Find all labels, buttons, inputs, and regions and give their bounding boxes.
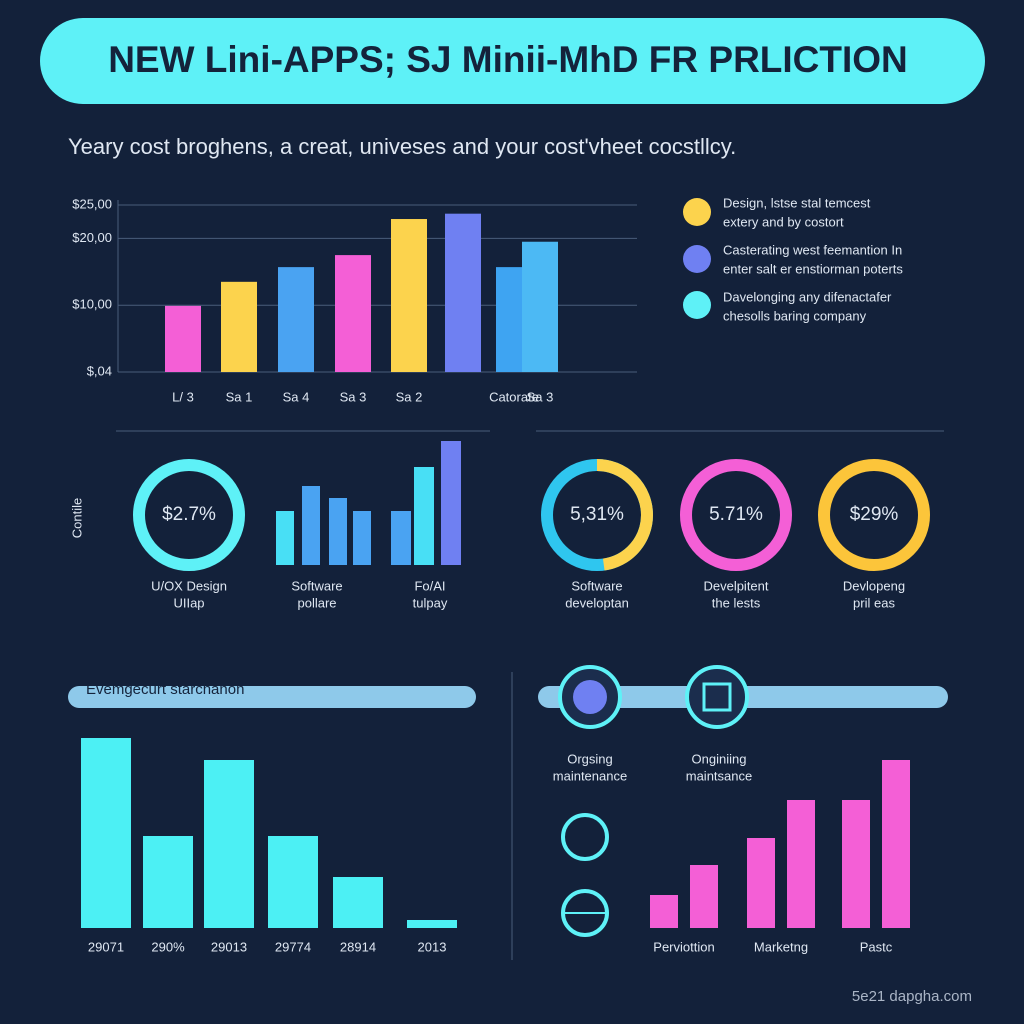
donut-arc [541,459,653,571]
x-tick-label: 29013 [211,939,247,954]
donuts: $2.7% 5,31% 5.71% $29% U/OX Design UIIap… [133,459,930,610]
bar [650,895,678,928]
legend-text: Davelonging any difenactafer [723,289,892,304]
bar [391,219,427,372]
bar [268,836,318,928]
bar [522,241,558,372]
icons [558,665,749,937]
donut-caption: U/OX Design [151,578,227,593]
donut-text: $2.7% [162,504,216,525]
x-tick-label: Catorate [489,389,539,404]
icon [561,813,609,861]
bar [333,877,383,928]
bar [302,486,320,565]
donut-caption: Develpitent [703,578,768,593]
y-tick-label: $20,00 [72,230,112,245]
bar [690,865,718,928]
subtitle: Yeary cost broghens, a creat, univeses a… [68,134,736,159]
icon [685,665,749,729]
bar [81,738,131,928]
x-tick-label: 2013 [418,939,447,954]
donut [680,459,792,571]
bar [445,213,481,372]
y-tick-label: $10,00 [72,297,112,312]
item-text: maintsance [686,768,752,783]
y-tick-label: $,04 [87,363,112,378]
bar [353,511,371,565]
caption: Fo/AI [414,578,445,593]
caption: Software [291,578,342,593]
x-tick-label: 29774 [275,939,311,954]
x-tick-label: Sa 1 [226,389,253,404]
x-tick-label: L/ 3 [172,389,194,404]
title: NEW Lini-APPS; SJ Minii-MhD FR PRLICTION [108,39,908,80]
item-text: Onginiing [692,751,747,766]
x-tick-label: Sa 3 [340,389,367,404]
legend-text: enter salt er enstiorman poterts [723,261,903,276]
caption: tulpay [413,595,448,610]
legend-icon [683,198,711,226]
title-banner [40,18,985,104]
bar [278,267,314,372]
donut-caption: developtan [565,595,629,610]
watermark: 5e21 dapgha.com [852,988,972,1005]
item-text: maintenance [553,768,627,783]
icon [573,680,607,714]
legend-text: chesolls baring company [723,308,867,323]
bar [204,760,254,928]
donut-text: 5,31% [570,504,624,525]
bar [391,511,411,565]
donut-text: 5.71% [709,504,763,525]
donut [133,459,245,571]
panel-bar [68,686,476,708]
donut-text: $29% [850,504,899,525]
bar [747,838,775,928]
donut-caption: the lests [712,595,761,610]
bar [329,498,347,565]
x-tick-label: Sa 2 [396,389,423,404]
legend: Design, lstse stal temcest extery and by… [683,195,903,323]
caption: pollare [297,595,336,610]
x-tick-label: 28914 [340,939,376,954]
bar [407,920,457,928]
x-tick-label: Pastc [860,939,893,954]
x-tick-label: Marketng [754,939,808,954]
bar [882,760,910,928]
side-label: Contile [69,498,84,538]
legend-text: Design, lstse stal temcest [723,195,871,210]
x-tick-label: Perviottion [653,939,714,954]
y-tick-label: $25,00 [72,196,112,211]
legend-icon [683,245,711,273]
x-tick-label: Sa 4 [283,389,310,404]
bar [165,305,201,372]
legend-icon [683,291,711,319]
panel-title: Evemgecurt starchanon [86,681,244,698]
bar [414,467,434,565]
donut [818,459,930,571]
x-tick-label: 29071 [88,939,124,954]
donut-caption: UIIap [173,595,204,610]
bar [842,800,870,928]
donut-caption: Devlopeng [843,578,905,593]
legend-text: Casterating west feemantion In [723,242,902,257]
legend-text: extery and by costort [723,214,844,229]
donut-caption: pril eas [853,595,895,610]
x-tick-label: 290% [151,939,185,954]
donut-caption: Software [571,578,622,593]
bar [276,511,294,565]
bar [143,836,193,928]
icon [702,682,732,712]
x-tick-label: Sa 3 [527,389,554,404]
bar [441,441,461,565]
bar [787,800,815,928]
bar [221,281,257,372]
item-text: Orgsing [567,751,613,766]
bar [335,255,371,372]
